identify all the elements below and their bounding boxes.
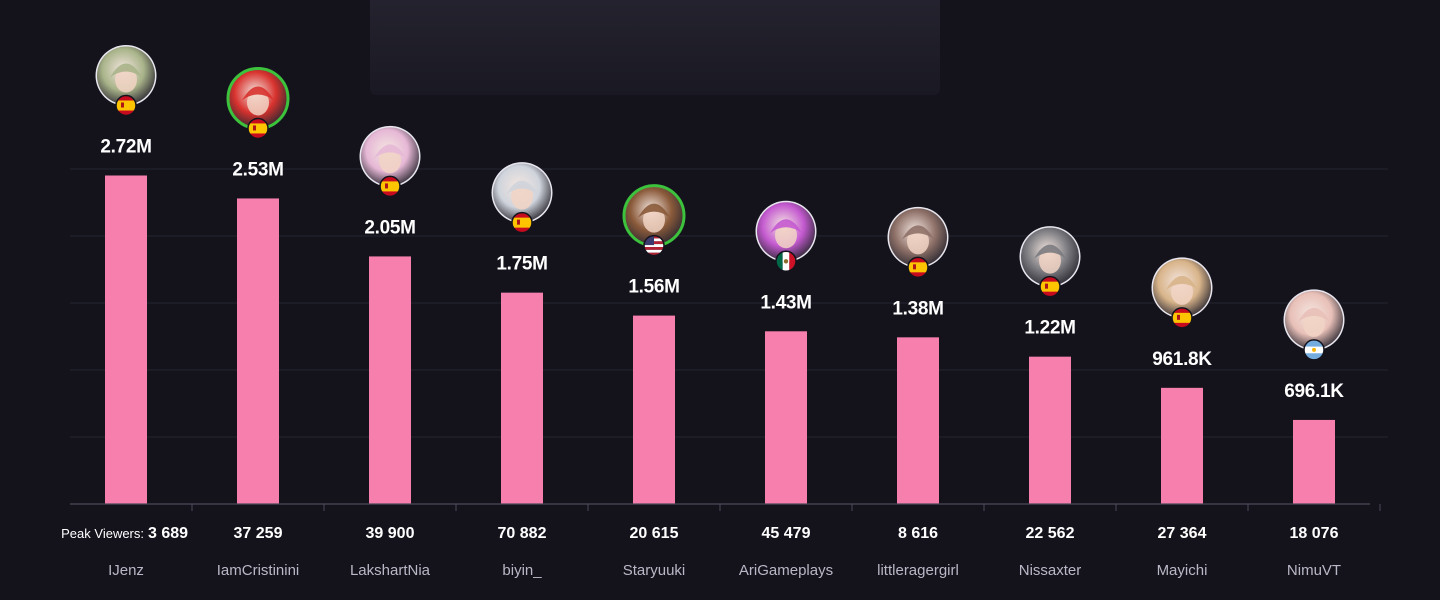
bar-Nissaxter — [1029, 356, 1071, 504]
streamer-name: biyin_ — [502, 562, 542, 579]
value-label: 2.05M — [364, 217, 415, 238]
avatar-littleragergirl[interactable] — [887, 206, 949, 279]
bar-AriGameplays — [765, 331, 807, 504]
streamer-name: IJenz — [108, 562, 144, 579]
bars — [105, 175, 1335, 504]
streamer-name: Mayichi — [1157, 562, 1208, 579]
streamer-name: Staryuuki — [623, 562, 686, 579]
bar-Mayichi — [1161, 387, 1203, 504]
spain-flag-icon — [1171, 307, 1193, 329]
avatar-Mayichi[interactable] — [1151, 257, 1213, 329]
streamer-name: Nissaxter — [1019, 562, 1082, 579]
mexico-flag-icon — [775, 250, 797, 273]
avatar-LakshartNia[interactable] — [359, 125, 421, 198]
bar-biyin_ — [501, 292, 543, 504]
value-label: 961.8K — [1152, 349, 1212, 370]
peak-viewers-value: 70 882 — [498, 525, 547, 542]
avatar-biyin_[interactable] — [491, 162, 553, 234]
peak-viewers-value: 22 562 — [1026, 525, 1075, 542]
bar-LakshartNia — [369, 256, 411, 504]
avatar-NimuVT[interactable] — [1283, 289, 1345, 361]
argentina-flag-icon — [1303, 339, 1325, 361]
background-screen-glow — [370, 0, 940, 95]
streamer-name: AriGameplays — [739, 562, 833, 579]
x-axis — [70, 503, 1381, 511]
peak-viewers-value: 45 479 — [762, 525, 811, 542]
peak-viewers-value: 8 616 — [898, 525, 938, 542]
avatar-Nissaxter[interactable] — [1019, 226, 1081, 298]
bar-Staryuuki — [633, 315, 675, 504]
spain-flag-icon — [907, 256, 929, 279]
spain-flag-icon — [379, 175, 401, 198]
avatar-AriGameplays[interactable] — [755, 200, 817, 273]
peak-viewers-value: 20 615 — [630, 525, 679, 542]
peak-viewers-value: 18 076 — [1290, 525, 1339, 542]
avatar-IJenz[interactable] — [95, 45, 157, 117]
value-label: 1.43M — [760, 292, 811, 313]
spain-flag-icon — [115, 94, 137, 117]
peak-viewers-value: 27 364 — [1158, 525, 1207, 542]
bottom-labels: 3 689 IJenz 37 259 IamCristinini 39 900 Laksh… — [61, 525, 1341, 579]
avatar-IamCristinini[interactable] — [226, 66, 290, 140]
value-label: 2.72M — [100, 137, 151, 158]
spain-flag-icon — [247, 117, 269, 140]
peak-viewers-value: 37 259 — [234, 525, 283, 542]
bar-IamCristinini — [237, 198, 279, 504]
peak-viewers-value: 39 900 — [366, 525, 415, 542]
spain-flag-icon — [1039, 275, 1061, 298]
bar-IJenz — [105, 175, 147, 504]
streamer-name: IamCristinini — [217, 562, 300, 579]
streamer-name: LakshartNia — [350, 562, 431, 579]
streamer-name: NimuVT — [1287, 562, 1341, 579]
peak-viewers-value: 3 689 — [148, 525, 188, 542]
value-label: 1.38M — [892, 298, 943, 319]
avatars — [95, 45, 1345, 361]
bar-NimuVT — [1293, 419, 1335, 504]
value-label: 696.1K — [1284, 381, 1344, 402]
value-label: 1.75M — [496, 254, 547, 275]
value-labels: 2.72M 2.53M 2.05M 1.75M 1.56M 1.43M 1.38M 1.22M… — [100, 137, 1344, 402]
value-label: 1.56M — [628, 277, 679, 298]
peak-viewers-prefix: Peak Viewers: — [61, 526, 144, 541]
streamer-name: littleragergirl — [877, 562, 959, 579]
usa-flag-icon — [643, 234, 665, 257]
value-label: 2.53M — [232, 159, 283, 180]
avatar-Staryuuki[interactable] — [622, 184, 686, 257]
value-label: 1.22M — [1024, 318, 1075, 339]
spain-flag-icon — [511, 211, 533, 234]
bar-littleragergirl — [897, 337, 939, 504]
